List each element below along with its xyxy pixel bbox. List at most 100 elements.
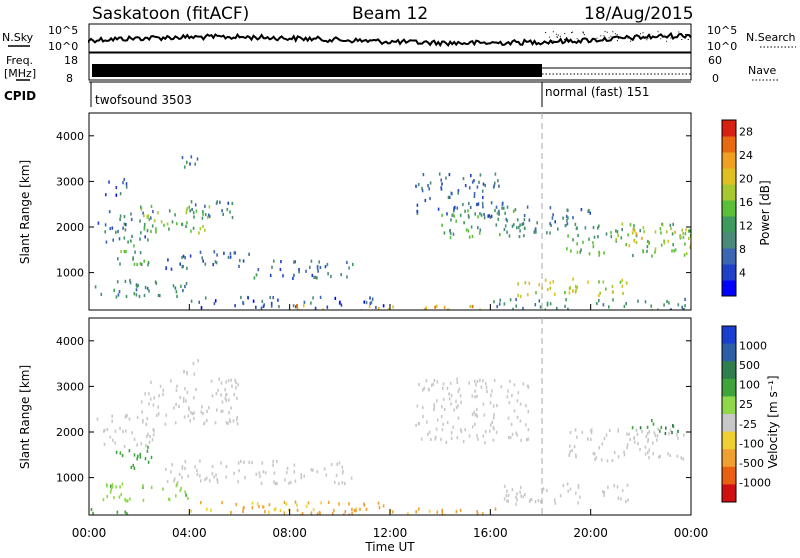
scatter-cell: [554, 292, 556, 296]
colorbar-swatch: [722, 216, 736, 233]
scatter-cell: [478, 180, 480, 184]
scatter-cell: [596, 301, 598, 306]
scatter-cell: [189, 162, 191, 166]
scatter-cell: [235, 381, 237, 385]
colorbar-swatch: [722, 343, 736, 362]
scatter-cell: [311, 273, 314, 277]
colorbar-swatch: [722, 136, 736, 153]
scatter-cell: [145, 422, 147, 426]
freq-tick-top: 18: [64, 54, 78, 67]
scatter-cell: [462, 440, 465, 444]
scatter-cell: [599, 291, 601, 295]
scatter-cell: [172, 284, 175, 288]
scatter-cell: [589, 211, 591, 215]
colorbar-swatch: [722, 484, 736, 503]
scatter-cell: [418, 507, 420, 511]
scatter-cell: [470, 225, 473, 229]
scatter-cell: [564, 223, 567, 228]
scatter-cell: [440, 178, 442, 182]
scatter-cell: [485, 430, 487, 434]
scatter-cell: [121, 482, 124, 486]
scatter-cell: [503, 206, 505, 210]
scatter-cell: [184, 165, 186, 169]
scatter-cell: [537, 499, 540, 503]
scatter-cell: [334, 296, 337, 300]
scatter-cell: [687, 229, 690, 233]
scatter-cell: [506, 205, 509, 209]
scatter-cell: [573, 445, 576, 449]
scatter-cell: [233, 392, 235, 397]
scatter-cell: [449, 229, 451, 233]
scatter-cell: [142, 211, 144, 215]
scatter-cell: [598, 250, 600, 254]
scatter-cell: [288, 508, 290, 512]
scatter-cell: [443, 305, 446, 310]
scatter-cell: [651, 419, 653, 423]
scatter-cell: [494, 507, 497, 511]
scatter-cell: [228, 418, 231, 422]
scatter-cell: [179, 262, 181, 266]
scatter-cell: [421, 189, 424, 193]
scatter-cell: [92, 511, 94, 515]
scatter-cell: [351, 507, 353, 511]
scatter-cell: [194, 465, 196, 469]
scatter-cell: [681, 305, 683, 309]
scatter-cell: [137, 454, 139, 458]
scatter-cell: [528, 218, 531, 222]
scatter-cell: [123, 444, 126, 449]
scatter-cell: [551, 216, 554, 220]
scatter-cell: [318, 260, 320, 264]
scatter-cell: [103, 428, 106, 432]
scatter-cell: [316, 264, 319, 269]
scatter-cell: [255, 273, 258, 277]
scatter-cell: [671, 232, 674, 236]
scatter-cell: [289, 480, 292, 484]
scatter-cell: [520, 494, 522, 498]
colorbar-tick-label: 24: [739, 149, 753, 162]
scatter-cell: [194, 162, 196, 166]
scatter-cell: [352, 262, 354, 267]
scatter-cell: [159, 384, 162, 388]
scatter-cell: [468, 186, 471, 190]
scatter-cell: [476, 379, 479, 383]
scatter-cell: [251, 461, 253, 465]
scatter-cell: [429, 196, 431, 201]
scatter-cell: [314, 275, 317, 280]
scatter-cell: [491, 420, 493, 424]
scatter-cell: [671, 249, 673, 253]
scatter-cell: [516, 226, 518, 230]
scatter-cell: [208, 406, 210, 410]
scatter-cell: [511, 224, 514, 228]
scatter-cell: [382, 504, 385, 508]
scatter-cell: [489, 429, 491, 433]
scatter-cell: [219, 200, 221, 204]
scatter-cell: [478, 231, 481, 235]
scatter-cell: [113, 288, 116, 292]
scatter-cell: [660, 425, 663, 430]
y-tick-label: 2000: [56, 221, 84, 234]
scatter-cell: [310, 259, 313, 263]
scatter-cell: [489, 423, 492, 427]
colorbar-tick-label: 16: [739, 196, 753, 209]
scatter-cell: [505, 217, 508, 222]
scatter-cell: [363, 502, 365, 506]
scatter-cell: [479, 212, 481, 216]
scatter-cell: [547, 288, 549, 292]
scatter-cell: [97, 221, 100, 225]
scatter-cell: [133, 292, 136, 296]
scatter-cell: [334, 480, 336, 484]
scatter-cell: [457, 189, 460, 193]
scatter-cell: [521, 222, 523, 227]
scatter-cell: [143, 222, 146, 227]
scatter-cell: [436, 418, 439, 422]
scatter-cell: [260, 306, 263, 310]
scatter-cell: [498, 209, 500, 213]
scatter-cell: [168, 498, 171, 502]
scatter-cell: [192, 361, 195, 366]
scatter-cell: [519, 223, 521, 227]
scatter-cell: [680, 456, 683, 460]
scatter-cell: [635, 428, 638, 432]
scatter-cell: [483, 216, 486, 220]
scatter-cell: [125, 185, 128, 189]
scatter-cell: [123, 250, 126, 254]
